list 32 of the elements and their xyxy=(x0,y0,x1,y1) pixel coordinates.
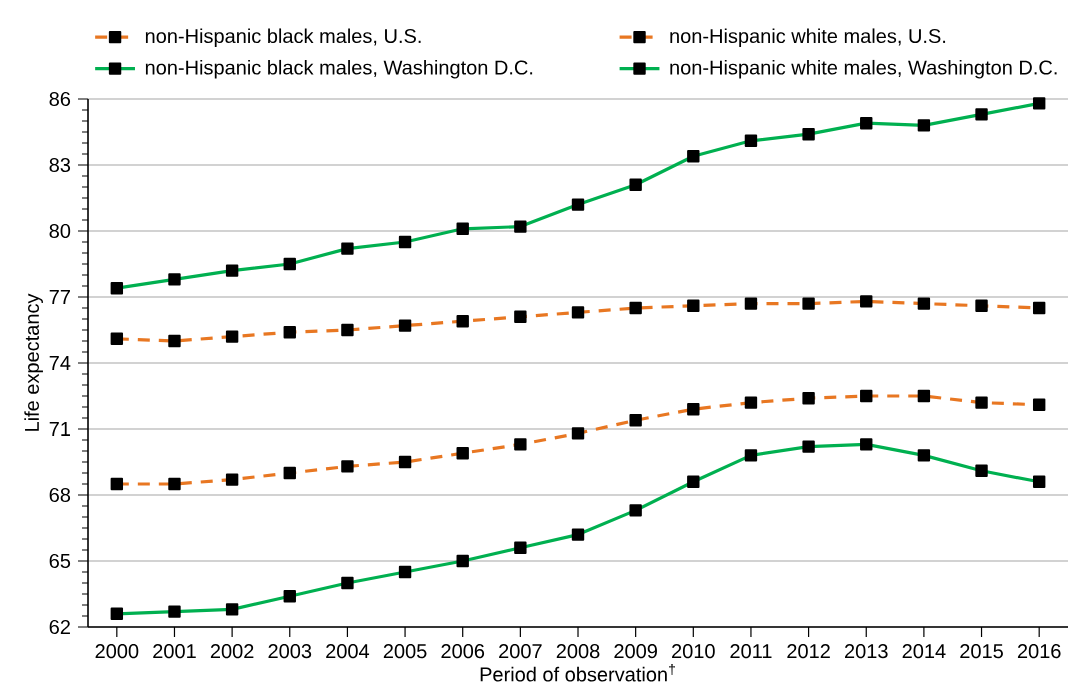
x-tick-label: 2008 xyxy=(556,644,600,659)
x-tick-label: 2015 xyxy=(960,644,1003,659)
y-tick-label: 74 xyxy=(49,356,71,370)
y-tick-label: 80 xyxy=(49,223,71,239)
x-tick-label: 2003 xyxy=(268,644,312,659)
x-tick-label: 2009 xyxy=(614,644,657,659)
x-tick-label: 2001 xyxy=(153,644,196,659)
x-tick-label: 2000 xyxy=(95,644,139,659)
legend-label: non-Hispanic black males, Washington D.C. xyxy=(145,59,533,79)
y-tick-label: 71 xyxy=(49,422,70,436)
legend-label: non-Hispanic black males, U.S. xyxy=(145,28,421,48)
x-tick-label: 2016 xyxy=(1017,644,1061,659)
x-tick-label: 2014 xyxy=(902,644,946,659)
y-tick-label: 83 xyxy=(49,157,71,173)
x-tick-label: 2012 xyxy=(787,644,830,659)
y-axis-title: Life expectancy xyxy=(24,293,43,431)
x-tick-label: 2013 xyxy=(845,644,888,659)
x-tick-label: 2005 xyxy=(383,644,427,659)
x-tick-label: 2004 xyxy=(326,644,370,659)
x-tick-label: 2010 xyxy=(672,644,715,659)
y-tick-label: 65 xyxy=(49,553,71,569)
y-tick-label: 86 xyxy=(49,91,71,107)
x-tick-label: 2002 xyxy=(210,644,254,659)
legend-label: non-Hispanic white males, Washington D.C. xyxy=(670,59,1057,79)
y-tick-label: 68 xyxy=(49,487,71,503)
x-axis-title: Period of observation$^{†}$ xyxy=(480,663,675,682)
x-tick-label: 2007 xyxy=(499,644,542,659)
x-tick-label: 2006 xyxy=(441,644,485,659)
y-tick-label: 77 xyxy=(49,290,70,304)
x-tick-label: 2011 xyxy=(730,644,772,659)
legend-label: non-Hispanic white males, U.S. xyxy=(670,28,946,48)
y-tick-label: 62 xyxy=(49,619,70,635)
